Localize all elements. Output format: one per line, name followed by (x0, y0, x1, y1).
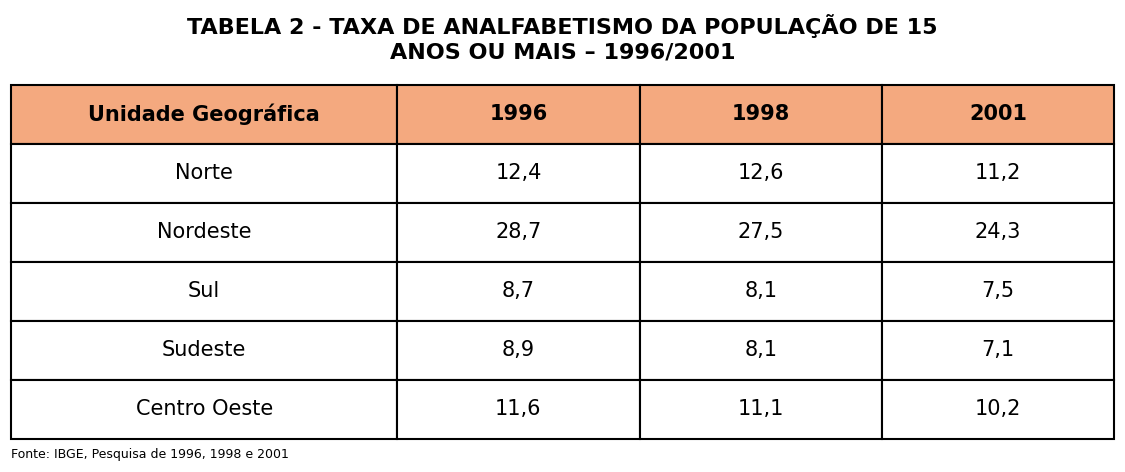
Text: TABELA 2 - TAXA DE ANALFABETISMO DA POPULAÇÃO DE 15: TABELA 2 - TAXA DE ANALFABETISMO DA POPU… (187, 14, 938, 38)
Text: 1996: 1996 (489, 104, 548, 125)
Text: 8,9: 8,9 (502, 340, 536, 361)
Text: 27,5: 27,5 (738, 222, 784, 243)
Bar (882, 262, 1114, 321)
Text: Nordeste: Nordeste (158, 222, 252, 243)
Bar (397, 203, 640, 262)
Text: 8,1: 8,1 (745, 340, 777, 361)
Bar (397, 321, 640, 380)
Bar (11, 321, 397, 380)
Bar (640, 262, 882, 321)
Text: 12,6: 12,6 (738, 163, 784, 184)
Bar (397, 85, 640, 144)
Text: 8,1: 8,1 (745, 281, 777, 302)
Bar (397, 262, 640, 321)
Bar (640, 85, 882, 144)
Bar (11, 203, 397, 262)
Bar (640, 321, 882, 380)
Text: Norte: Norte (176, 163, 233, 184)
Text: 28,7: 28,7 (495, 222, 541, 243)
Text: 24,3: 24,3 (974, 222, 1022, 243)
Text: Fonte: IBGE, Pesquisa de 1996, 1998 e 2001: Fonte: IBGE, Pesquisa de 1996, 1998 e 20… (11, 448, 289, 462)
Bar (11, 144, 397, 203)
Text: Sudeste: Sudeste (162, 340, 246, 361)
Text: ANOS OU MAIS – 1996/2001: ANOS OU MAIS – 1996/2001 (389, 42, 736, 62)
Text: 7,1: 7,1 (981, 340, 1015, 361)
Bar (640, 144, 882, 203)
Bar (11, 262, 397, 321)
Text: 12,4: 12,4 (495, 163, 541, 184)
Text: 11,1: 11,1 (738, 399, 784, 420)
Text: 11,2: 11,2 (974, 163, 1022, 184)
Bar (640, 203, 882, 262)
Bar (11, 380, 397, 439)
Text: 2001: 2001 (969, 104, 1027, 125)
Bar (11, 85, 397, 144)
Text: 10,2: 10,2 (974, 399, 1022, 420)
Bar (882, 380, 1114, 439)
Bar (882, 144, 1114, 203)
Text: Sul: Sul (188, 281, 220, 302)
Bar (397, 380, 640, 439)
Text: 7,5: 7,5 (981, 281, 1015, 302)
Text: 11,6: 11,6 (495, 399, 541, 420)
Text: Centro Oeste: Centro Oeste (136, 399, 273, 420)
Text: 8,7: 8,7 (502, 281, 534, 302)
Bar (882, 321, 1114, 380)
Bar (882, 85, 1114, 144)
Bar (882, 203, 1114, 262)
Text: 1998: 1998 (732, 104, 790, 125)
Bar (640, 380, 882, 439)
Bar (397, 144, 640, 203)
Text: Unidade Geográfica: Unidade Geográfica (88, 104, 321, 125)
